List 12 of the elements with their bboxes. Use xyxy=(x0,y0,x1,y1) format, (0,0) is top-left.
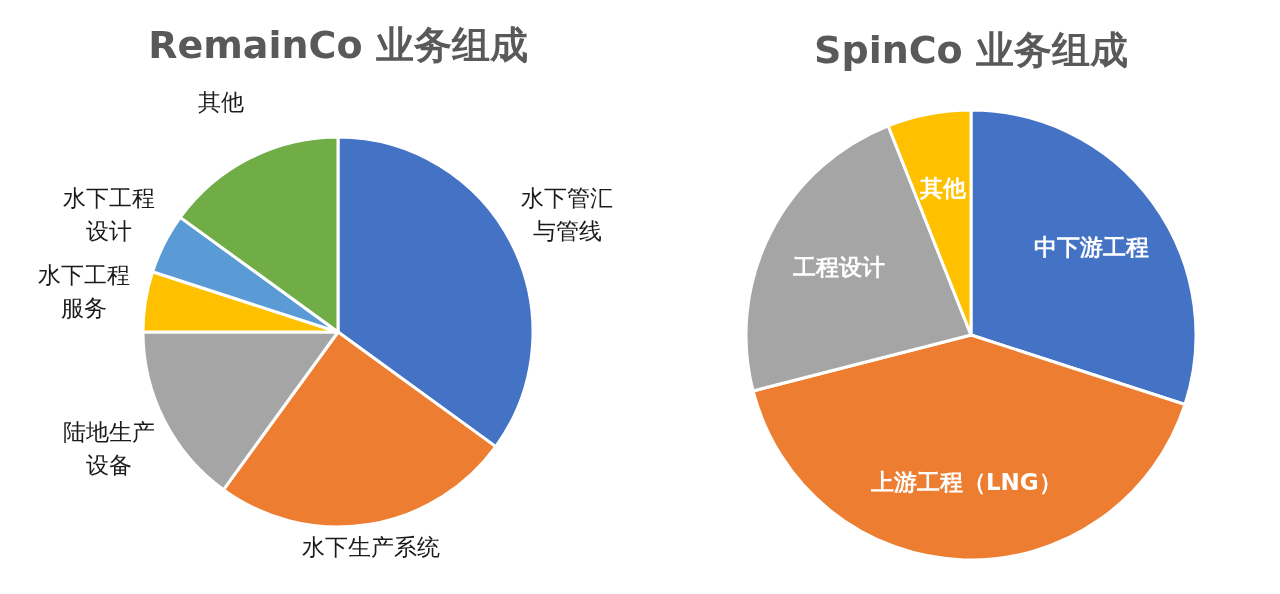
slice-label: 陆地生产设备 xyxy=(61,417,156,480)
slice-label: 水下管汇与管线 xyxy=(520,183,615,247)
slice-label: 工程设计 xyxy=(792,252,885,282)
chart-title: RemainCo 业务组成 xyxy=(148,21,528,69)
slice-label: 水下工程设计 xyxy=(61,183,156,247)
slice-label: 中下游工程 xyxy=(1033,233,1149,263)
slice-label: 水下生产系统 xyxy=(301,533,440,563)
slice-label: 水下工程服务 xyxy=(36,260,131,323)
slice-label: 上游工程（LNG） xyxy=(870,468,1062,498)
chart-title: SpinCo 业务组成 xyxy=(814,26,1128,74)
slice-label: 其他 xyxy=(197,87,246,117)
slice-label: 其他 xyxy=(920,174,967,204)
